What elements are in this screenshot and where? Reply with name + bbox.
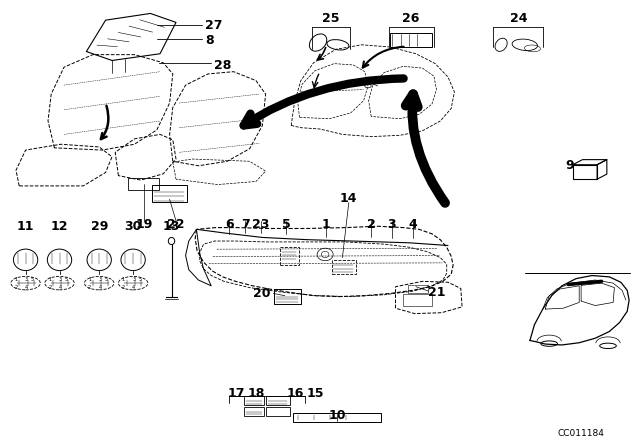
Text: 13: 13 <box>163 220 180 233</box>
Text: 5: 5 <box>139 277 141 282</box>
Text: 20: 20 <box>253 287 270 300</box>
Text: 19: 19 <box>135 218 153 232</box>
Text: 2: 2 <box>88 285 91 290</box>
Bar <box>390 33 432 47</box>
Text: 11: 11 <box>17 220 35 233</box>
Text: 1: 1 <box>88 277 91 282</box>
Bar <box>332 260 356 274</box>
Text: 26: 26 <box>402 12 420 26</box>
Text: 14: 14 <box>340 191 358 205</box>
Text: 5: 5 <box>31 277 34 282</box>
Bar <box>403 294 432 306</box>
Text: 5: 5 <box>65 277 68 282</box>
Text: 30: 30 <box>124 220 142 233</box>
Bar <box>244 407 264 416</box>
Bar <box>152 185 187 202</box>
Bar <box>408 285 428 293</box>
Text: 25: 25 <box>322 12 340 26</box>
Text: 1: 1 <box>15 277 17 282</box>
Text: 4: 4 <box>59 285 61 290</box>
Text: 24: 24 <box>509 12 527 26</box>
Text: 4: 4 <box>25 285 28 290</box>
Text: 12: 12 <box>51 220 68 233</box>
Text: 15: 15 <box>307 387 324 400</box>
Text: 4: 4 <box>408 218 417 232</box>
Text: 5: 5 <box>282 218 291 232</box>
Text: 6: 6 <box>225 218 234 232</box>
Text: 29: 29 <box>90 220 108 233</box>
Text: 1: 1 <box>122 277 125 282</box>
Bar <box>244 396 264 405</box>
Text: 22: 22 <box>167 218 185 232</box>
Text: 18: 18 <box>247 387 265 400</box>
Text: 3: 3 <box>59 277 61 282</box>
Text: 2: 2 <box>49 285 51 290</box>
Bar <box>293 413 381 422</box>
Text: 8: 8 <box>205 34 213 47</box>
Text: 23: 23 <box>252 218 270 232</box>
Text: 27: 27 <box>205 19 222 33</box>
Text: 1: 1 <box>322 218 331 232</box>
Bar <box>573 165 597 179</box>
Bar <box>128 178 159 190</box>
Text: 21: 21 <box>428 285 445 299</box>
Text: 2: 2 <box>122 285 125 290</box>
Text: CC011184: CC011184 <box>557 429 605 438</box>
Bar <box>266 407 290 416</box>
Text: 2: 2 <box>15 285 17 290</box>
Text: 7: 7 <box>241 218 250 232</box>
Text: 17: 17 <box>228 387 246 400</box>
Bar <box>266 396 290 405</box>
Text: 3: 3 <box>132 277 135 282</box>
Bar <box>280 247 299 265</box>
Text: 3: 3 <box>99 277 101 282</box>
Text: 3: 3 <box>25 277 28 282</box>
Text: 28: 28 <box>214 59 232 73</box>
Text: 4: 4 <box>99 285 101 290</box>
Text: 1: 1 <box>49 277 51 282</box>
Text: 2: 2 <box>367 218 376 232</box>
Bar <box>274 289 301 304</box>
Text: 10: 10 <box>328 409 346 422</box>
Text: 16: 16 <box>287 387 305 400</box>
Text: 5: 5 <box>105 277 108 282</box>
Text: 3: 3 <box>387 218 396 232</box>
Text: 4: 4 <box>132 285 135 290</box>
Text: 9: 9 <box>565 159 574 172</box>
